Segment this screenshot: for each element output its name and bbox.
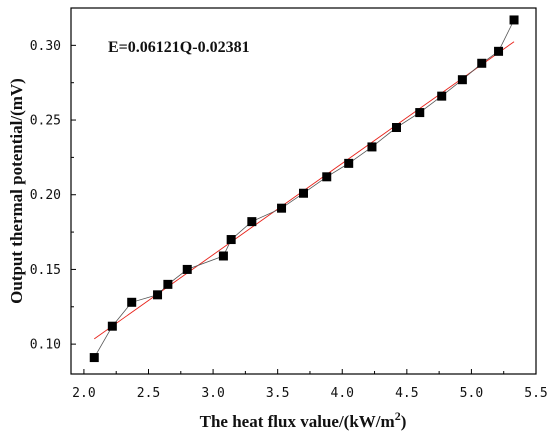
data-point bbox=[367, 142, 377, 152]
data-point bbox=[226, 235, 236, 245]
data-point bbox=[247, 217, 257, 227]
x-axis-title-suffix: ) bbox=[401, 412, 407, 431]
x-tick-label: 5.5 bbox=[524, 386, 547, 401]
data-point bbox=[277, 203, 287, 213]
data-point bbox=[322, 172, 332, 182]
data-point bbox=[392, 123, 401, 133]
data-point bbox=[107, 321, 117, 331]
x-tick-label: 4.0 bbox=[331, 386, 354, 401]
data-point bbox=[153, 290, 163, 300]
data-point bbox=[163, 279, 173, 289]
data-point bbox=[89, 353, 99, 363]
data-point bbox=[299, 188, 308, 198]
y-tick-label: 0.20 bbox=[30, 188, 61, 203]
data-point bbox=[457, 75, 467, 85]
data-point bbox=[182, 264, 192, 274]
y-tick-label: 0.30 bbox=[30, 39, 61, 54]
x-axis: 2.0 2.5 3.0 3.5 4.0 4.5 5.0 5.5 bbox=[72, 369, 548, 401]
data-point bbox=[218, 251, 228, 261]
y-axis-title: Output thermal potential/(mV) bbox=[7, 78, 26, 304]
plot-area bbox=[70, 7, 537, 375]
x-tick-label: 3.0 bbox=[201, 386, 224, 401]
x-tick-label: 4.5 bbox=[395, 386, 418, 401]
x-axis-title-main: The heat flux value/(kW/m bbox=[200, 412, 395, 431]
data-point bbox=[127, 297, 137, 307]
series-layer bbox=[89, 15, 519, 363]
data-point bbox=[494, 46, 504, 56]
x-axis-title: The heat flux value/(kW/m2) bbox=[200, 409, 407, 431]
x-tick-label: 2.0 bbox=[72, 386, 95, 401]
x-tick-label: 3.5 bbox=[266, 386, 289, 401]
x-tick-label: 2.5 bbox=[137, 386, 160, 401]
y-tick-label: 0.25 bbox=[30, 114, 61, 129]
data-point bbox=[437, 91, 447, 101]
data-point bbox=[509, 15, 519, 25]
fit-equation-label: E=0.06121Q-0.02381 bbox=[108, 39, 250, 56]
plot-frame bbox=[70, 7, 537, 375]
y-axis: 0.10 0.15 0.20 0.25 0.30 bbox=[30, 39, 76, 353]
data-point bbox=[344, 158, 354, 168]
y-tick-label: 0.15 bbox=[30, 263, 61, 278]
x-axis-title-superscript: 2 bbox=[395, 409, 401, 423]
y-tick-label: 0.10 bbox=[30, 338, 61, 353]
data-point bbox=[415, 108, 425, 118]
x-tick-label: 5.0 bbox=[460, 386, 483, 401]
data-point bbox=[477, 58, 487, 68]
